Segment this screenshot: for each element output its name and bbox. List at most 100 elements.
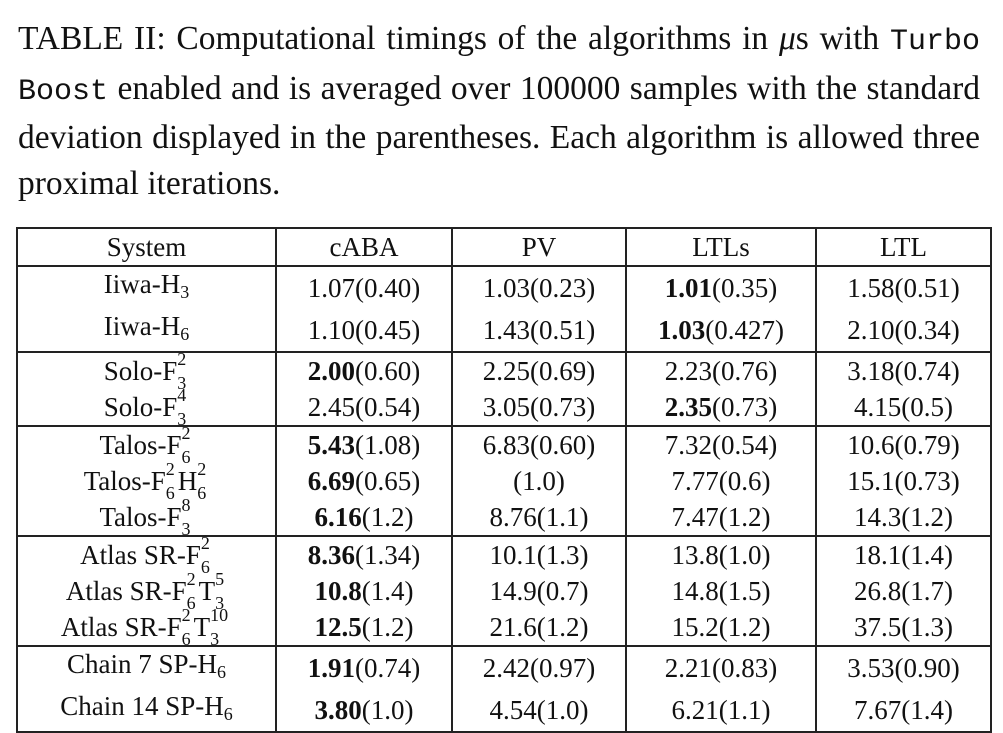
table-row: Atlas SR-F 2 6 T 10 3 12.5(1.2) 21.6(1.2) 15.2(1… [16,606,992,648]
std-dev-value: (1.34) [355,540,421,570]
std-dev-value: (1.2) [361,502,414,532]
mean-value: 14.3 [854,502,902,532]
std-dev-value: (0.6) [718,466,771,496]
ltls-cell: 2.21(0.83) [625,646,817,689]
system-subscript: 3 [180,282,190,302]
best-value: 1.03 [658,315,706,345]
ltls-cell: 13.8(1.0) [625,536,817,573]
table-group: Chain 7 SP-H6 1.91(0.74) 2.42(0.97) 2.21(0.… [16,646,992,733]
caba-cell: 5.43(1.08) [275,426,453,463]
std-dev-value: (1.0) [536,695,589,725]
mean-value: 37.5 [854,612,902,642]
pv-cell: 6.83(0.60) [451,426,627,463]
std-dev-value: (0.51) [894,273,960,303]
ltl-cell: 2.10(0.34) [815,309,992,353]
std-dev-value: (1.4) [901,695,953,725]
mean-value: 6.83 [482,430,530,460]
mean-value: 15.2 [671,612,719,642]
mean-value: 6.21 [671,695,719,725]
table-row: Atlas SR-F 2 6 8.36(1.34) 10.1(1.3) 13.8(1.0)… [16,534,992,576]
ltls-cell: 2.23(0.76) [625,352,817,389]
mean-value: 10.6 [847,430,895,460]
mean-value: 7.47 [671,502,719,532]
system-name-text: Atlas SR-F [60,612,182,642]
system-name-text: T [198,576,216,606]
system-name-text: T [193,612,211,642]
std-dev-value: (1.0) [718,540,771,570]
std-dev-value: (0.73) [530,392,596,422]
system-name-text: Talos-F [83,466,166,496]
caba-cell: 1.91(0.74) [275,646,453,689]
std-dev-value: (1.1) [536,502,589,532]
system-name-text: Chain 14 SP-H [60,691,224,721]
mean-value: 7.32 [664,430,712,460]
header-pv: PV [451,227,627,267]
system-cell: Chain 7 SP-H6 [16,646,277,689]
system-name-text: Atlas SR-F [80,540,201,570]
table-row: Chain 14 SP-H6 3.80(1.0) 4.54(1.0) 6.21(1.1… [16,689,992,733]
std-dev-value: (1.08) [355,430,421,460]
caba-cell: 6.16(1.2) [275,499,453,537]
pv-cell: (1.0) [451,463,627,499]
table-row: Talos-F 8 3 6.16(1.2) 8.76(1.1) 7.47(1.2) 14.3… [16,496,992,538]
system-cell: Iiwa-H3 [16,266,277,309]
system-cell: Atlas SR-F 2 6 [16,534,277,576]
caba-cell: 2.45(0.54) [275,389,453,427]
best-value: 1.01 [664,273,712,303]
std-dev-value: (1.1) [718,695,771,725]
system-subscript: 6 [217,662,227,682]
table-row: Chain 7 SP-H6 1.91(0.74) 2.42(0.97) 2.21(0.… [16,646,992,689]
table-row: Atlas SR-F 2 6 T 5 3 10.8(1.4) 14.9(0.7) 14.8(1.… [16,570,992,612]
mean-value: 1.10 [307,315,355,345]
std-dev-value: (0.74) [894,356,960,386]
mean-value: 7.77 [671,466,719,496]
ltls-cell: 1.01(0.35) [625,266,817,309]
std-dev-value: (1.3) [536,540,589,570]
caba-cell: 10.8(1.4) [275,573,453,609]
system-name-text: Chain 7 SP-H [66,649,218,679]
ltl-cell: 7.67(1.4) [815,689,992,733]
std-dev-value: (0.34) [894,315,960,345]
pv-cell: 1.03(0.23) [451,266,627,309]
ltls-cell: 2.35(0.73) [625,389,817,427]
std-dev-value: (0.7) [536,576,589,606]
system-cell: Chain 14 SP-H6 [16,689,277,733]
system-cell: Solo-F 2 3 [16,350,277,393]
caba-cell: 1.10(0.45) [275,309,453,353]
system-cell: Talos-F 2 6 [16,424,277,466]
ltl-cell: 18.1(1.4) [815,536,992,573]
caption-mu-symbol: μ [778,20,796,57]
caba-cell: 8.36(1.34) [275,536,453,573]
std-dev-value: (0.60) [530,430,596,460]
ltl-cell: 1.58(0.51) [815,266,992,309]
system-subscript: 3 [177,373,187,393]
mean-value: 1.58 [847,273,895,303]
mean-value: 10.1 [489,540,537,570]
table-row: Solo-F 4 3 2.45(0.54) 3.05(0.73) 2.35(0.73) 4.… [16,386,992,428]
std-dev-value: (0.51) [530,315,596,345]
ltl-cell: 10.6(0.79) [815,426,992,463]
system-subscript: 6 [181,447,191,467]
mean-value: 21.6 [489,612,537,642]
std-dev-value: (1.0) [513,466,565,496]
std-dev-value: (0.65) [355,466,421,496]
caba-cell: 6.69(0.65) [275,463,453,499]
mean-value: 14.9 [489,576,537,606]
pv-cell: 10.1(1.3) [451,536,627,573]
system-superscript: 2 [186,569,196,589]
system-name-text: Iiwa-H [103,311,181,341]
best-value: 8.36 [307,540,355,570]
mean-value: 2.10 [847,315,895,345]
system-subscript: 6 [200,557,210,577]
caption-rest: enabled and is averaged over 100000 samp… [18,69,980,202]
system-cell: Talos-F 8 3 [16,496,277,538]
std-dev-value: (0.35) [712,273,778,303]
mean-value: 3.53 [847,653,895,683]
caption-unit-suffix: s with [795,20,890,57]
header-caba: cABA [275,227,453,267]
system-name-text: Solo-F [103,356,178,386]
